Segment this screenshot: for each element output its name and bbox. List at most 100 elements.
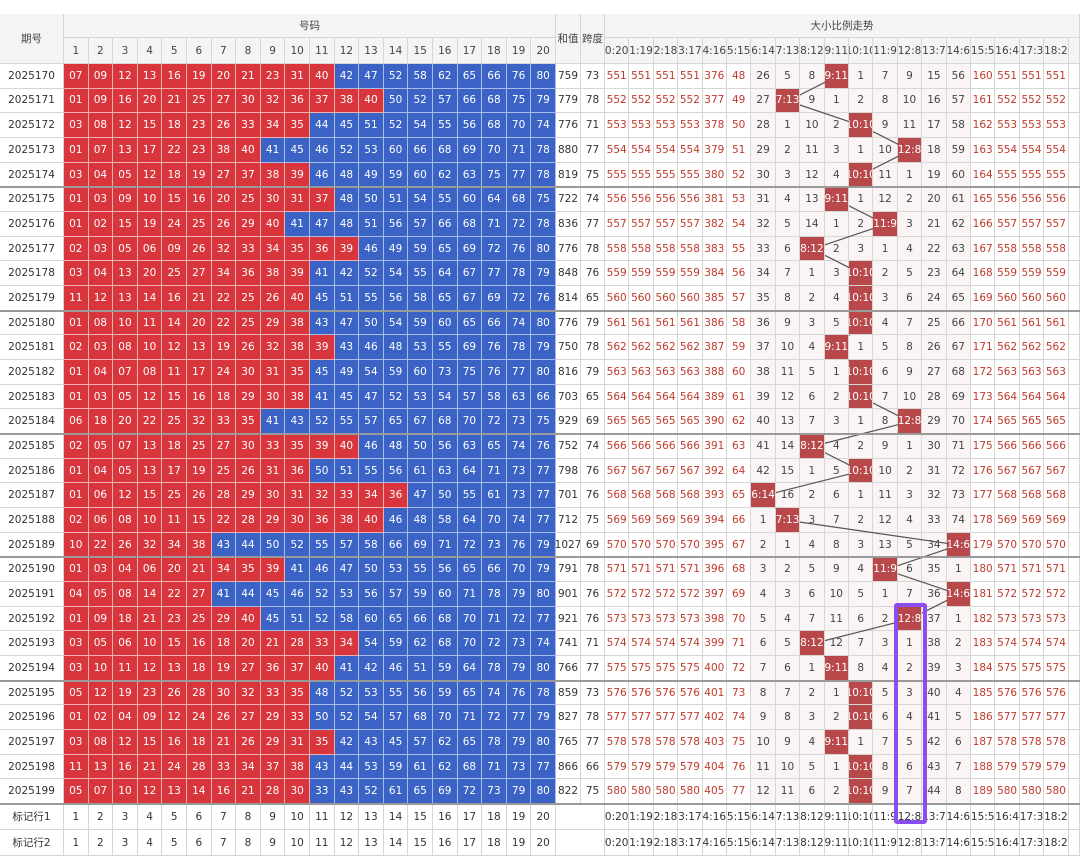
number: 37 bbox=[310, 187, 335, 212]
number: 53 bbox=[359, 138, 384, 163]
trend-hit: 10:10 bbox=[849, 286, 874, 311]
trend-column: 13:7 bbox=[922, 38, 947, 64]
number: 20 bbox=[211, 64, 237, 89]
trend-link bbox=[787, 519, 959, 546]
trend-miss: 557 bbox=[678, 212, 703, 237]
trend-miss: 553 bbox=[653, 113, 679, 138]
trend-miss: 551 bbox=[605, 64, 630, 89]
number: 18 bbox=[162, 113, 187, 138]
trend-miss: 21 bbox=[922, 212, 947, 237]
trend-hit: 10:10 bbox=[849, 754, 874, 780]
number: 09 bbox=[113, 187, 138, 212]
trend-hit: 11:9 bbox=[873, 212, 898, 237]
trend-miss: 49 bbox=[727, 88, 752, 114]
trend-miss: 552 bbox=[653, 88, 679, 114]
span: 77 bbox=[581, 212, 605, 237]
trend-miss: 29 bbox=[751, 138, 776, 163]
trend-miss: 558 bbox=[629, 236, 654, 262]
trend-miss: 4 bbox=[775, 187, 801, 212]
row-filler bbox=[1068, 187, 1080, 212]
trend-miss: 5 bbox=[775, 64, 801, 89]
trend-hit: 10:10 bbox=[849, 458, 874, 484]
trend-miss: 556 bbox=[605, 187, 630, 212]
row-filler bbox=[1068, 88, 1080, 114]
number-column: 9 bbox=[260, 38, 286, 64]
number: 47 bbox=[359, 64, 384, 89]
number: 34 bbox=[260, 113, 286, 138]
trend-miss: 556 bbox=[1044, 187, 1069, 212]
trend-miss: 552 bbox=[1019, 88, 1045, 114]
number: 40 bbox=[236, 138, 261, 163]
trend-miss: 551 bbox=[1044, 64, 1069, 89]
number: 78 bbox=[531, 162, 556, 188]
number: 68 bbox=[457, 212, 483, 237]
trend-miss: 18 bbox=[922, 138, 947, 163]
number: 26 bbox=[211, 113, 237, 138]
number: 54 bbox=[408, 187, 433, 212]
number: 17 bbox=[137, 138, 163, 163]
trend-miss: 556 bbox=[629, 187, 654, 212]
number: 03 bbox=[64, 113, 89, 138]
number: 37 bbox=[236, 162, 261, 188]
span: 71 bbox=[581, 113, 605, 138]
trend-miss: 557 bbox=[1019, 212, 1045, 237]
trend-miss: 17 bbox=[922, 113, 947, 138]
number: 79 bbox=[531, 88, 556, 114]
trend-column: 3:17 bbox=[678, 38, 703, 64]
trend-miss: 553 bbox=[629, 113, 654, 138]
number: 52 bbox=[383, 113, 409, 138]
number: 46 bbox=[310, 162, 335, 188]
number: 45 bbox=[334, 113, 360, 138]
trend-miss: 557 bbox=[995, 212, 1020, 237]
number: 38 bbox=[211, 138, 237, 163]
trend-miss: 1 bbox=[849, 64, 874, 89]
trend-hit: 9:11 bbox=[824, 730, 849, 755]
trend-hit: 10:10 bbox=[849, 162, 874, 188]
trend-miss: 161 bbox=[971, 88, 996, 114]
issue: 2025176 bbox=[0, 212, 64, 237]
trend-miss: 556 bbox=[653, 187, 679, 212]
number: 57 bbox=[433, 88, 458, 114]
trend-miss: 10 bbox=[800, 113, 825, 138]
number: 72 bbox=[506, 212, 532, 237]
number: 02 bbox=[88, 212, 114, 237]
number: 15 bbox=[162, 187, 187, 212]
trend-miss: 2 bbox=[775, 138, 801, 163]
number: 01 bbox=[64, 212, 89, 237]
number: 68 bbox=[506, 187, 532, 212]
number: 71 bbox=[506, 138, 532, 163]
number: 33 bbox=[236, 113, 261, 138]
trend-miss: 162 bbox=[971, 113, 996, 138]
number: 40 bbox=[359, 88, 384, 114]
header-trend: 大小比例走势 bbox=[605, 14, 1080, 38]
trend-miss: 551 bbox=[629, 64, 654, 89]
trend-column: 2:18 bbox=[653, 38, 679, 64]
trend-miss: 6 bbox=[775, 236, 801, 262]
trend-link bbox=[812, 618, 911, 645]
number: 26 bbox=[211, 212, 237, 237]
trend-miss: 1 bbox=[775, 113, 801, 138]
number: 54 bbox=[408, 113, 433, 138]
trend-hit: 7:13 bbox=[775, 508, 801, 533]
trend-miss: 9 bbox=[873, 113, 898, 138]
number: 65 bbox=[433, 236, 458, 262]
number: 66 bbox=[433, 212, 458, 237]
trend-miss: 167 bbox=[971, 236, 996, 262]
number: 72 bbox=[482, 236, 507, 262]
number: 27 bbox=[211, 88, 237, 114]
group-separator bbox=[0, 556, 1080, 559]
trend-miss: 27 bbox=[751, 88, 776, 114]
trend-miss: 62 bbox=[946, 212, 971, 237]
trend-miss: 53 bbox=[727, 187, 752, 212]
number: 01 bbox=[64, 138, 89, 163]
trend-miss: 165 bbox=[971, 187, 996, 212]
number-column: 6 bbox=[187, 38, 212, 64]
trend-miss: 11 bbox=[800, 138, 825, 163]
trend-miss: 58 bbox=[946, 113, 971, 138]
number-column: 8 bbox=[236, 38, 261, 64]
number: 15 bbox=[137, 113, 163, 138]
number-column: 4 bbox=[137, 38, 163, 64]
number: 03 bbox=[88, 187, 114, 212]
trend-miss: 20 bbox=[922, 187, 947, 212]
